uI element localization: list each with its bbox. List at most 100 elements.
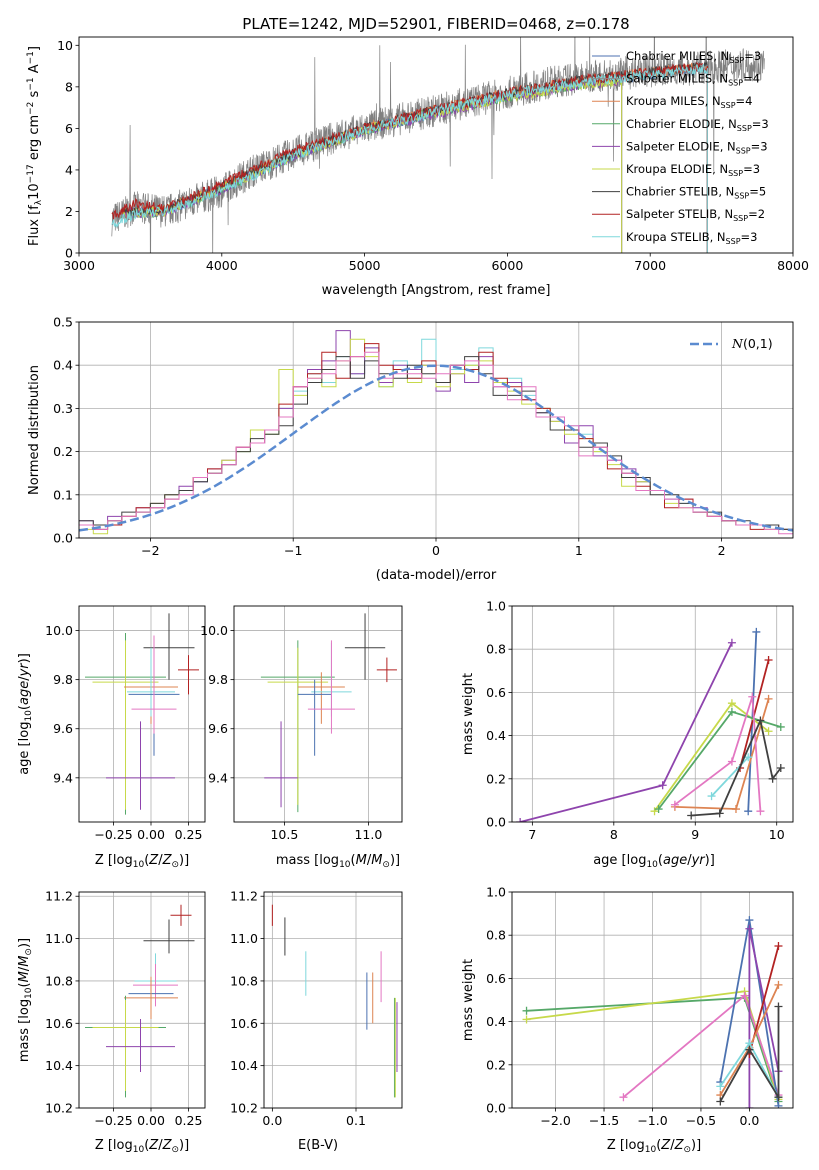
y-tick-label: 0.2 xyxy=(486,771,506,786)
axes-frame xyxy=(233,605,403,823)
weight-point xyxy=(774,1002,783,1011)
x-tick-label: 8000 xyxy=(777,258,809,273)
y-tick-label: 10 xyxy=(57,38,73,53)
axes-frame xyxy=(511,891,794,1109)
y-tick-label: 0.0 xyxy=(486,1101,506,1116)
weight-point xyxy=(745,916,754,925)
weight-point xyxy=(776,764,785,772)
y-tick-label: 9.4 xyxy=(53,770,73,785)
y-tick-label: 11.0 xyxy=(230,931,258,946)
weight-point xyxy=(776,722,785,731)
weight-line xyxy=(674,696,762,812)
weight-point xyxy=(764,694,773,703)
plot-area xyxy=(260,613,397,813)
axes-frame xyxy=(511,605,794,823)
spectrum-x-axis-label: wavelength [Angstrom, rest frame] xyxy=(322,283,551,298)
y-tick-label: 0.4 xyxy=(53,358,73,373)
y-tick-label: 10.0 xyxy=(200,623,228,638)
plot-area xyxy=(85,904,195,1098)
y-tick-label: 0.3 xyxy=(53,401,73,416)
weight-point xyxy=(707,792,716,801)
y-tick-label: 0.6 xyxy=(486,971,506,986)
plot-area xyxy=(522,916,783,1108)
weight-point xyxy=(522,1006,531,1015)
y-tick-label: 2 xyxy=(65,204,73,219)
plot-area xyxy=(271,904,398,1098)
figure-title: PLATE=1242, MJD=52901, FIBERID=0468, z=0… xyxy=(242,15,629,33)
y-tick-label: 0.5 xyxy=(53,315,73,330)
weight-point xyxy=(740,991,749,1000)
weight-line xyxy=(519,642,733,822)
y-tick-label: 9.6 xyxy=(53,721,73,736)
age-weight-y-axis-label: mass weight xyxy=(461,673,476,755)
y-tick-label: 4 xyxy=(65,162,73,177)
weight-point xyxy=(687,811,696,820)
x-tick-label: 0.00 xyxy=(137,827,165,842)
weight-point xyxy=(716,1082,725,1091)
y-tick-label: 0.2 xyxy=(486,1057,506,1072)
weight-point xyxy=(727,638,736,647)
mass-age-panel: 10.5 11.0 9.4 9.6 9.8 10.0 xyxy=(200,605,403,842)
z-weight-y-axis-label: mass weight xyxy=(461,959,476,1041)
y-tick-label: 10.4 xyxy=(45,1058,73,1073)
x-tick-label: 0.0 xyxy=(739,1113,759,1128)
weight-point xyxy=(756,807,765,816)
legend-label: Chabrier MILES, NSSP=3 xyxy=(626,49,761,65)
weight-point xyxy=(752,627,761,636)
plot-area xyxy=(516,627,785,822)
z-age-y-axis-label: age [log10(age/yr)] xyxy=(17,653,34,775)
x-tick-label: −1.0 xyxy=(637,1113,667,1128)
age-weight-panel: 7 8 9 10 0.0 0.2 0.4 0.6 0.8 1.0 xyxy=(486,599,794,842)
plot-area xyxy=(85,613,199,815)
plot-area xyxy=(111,37,765,253)
z-mass-y-axis-label: mass [log10(M/M⊙)] xyxy=(17,938,34,1062)
x-tick-label: 10.5 xyxy=(270,827,298,842)
y-tick-label: 11.2 xyxy=(230,889,258,904)
x-tick-label: 5000 xyxy=(349,258,381,273)
x-tick-label: 0 xyxy=(432,543,440,558)
x-tick-label: 0.1 xyxy=(346,1113,366,1128)
ebv-mass-x-axis-label: E(B-V) xyxy=(298,1138,338,1153)
weight-point xyxy=(619,1093,628,1102)
ebv-mass-panel: 0.0 0.1 10.2 10.4 10.6 10.8 11.0 11.2 xyxy=(230,889,403,1128)
y-tick-label: 10.0 xyxy=(45,623,73,638)
residual-y-axis-label: Normed distribution xyxy=(27,365,42,495)
weight-point xyxy=(522,1015,531,1024)
y-tick-label: 11.2 xyxy=(45,889,73,904)
legend-label: Salpeter MILES, NSSP=4 xyxy=(626,72,760,88)
weight-point xyxy=(658,781,667,790)
weight-point xyxy=(727,699,736,708)
x-tick-label: 2 xyxy=(718,543,726,558)
weight-point xyxy=(745,924,754,933)
residual-x-axis-label: (data-model)/error xyxy=(376,568,497,583)
histogram-series xyxy=(79,351,793,538)
residual-histogram-panel: −2 −1 0 1 2 0.0 0.1 0.2 0.3 0.4 0.5 N(0,1) xyxy=(53,315,794,558)
z-age-panel: −0.25 0.00 0.25 9.4 9.6 9.8 10.0 xyxy=(45,605,206,842)
y-tick-label: 8 xyxy=(65,79,73,94)
legend-label: N(0,1) xyxy=(731,336,773,351)
y-tick-label: 9.4 xyxy=(208,770,228,785)
weight-point xyxy=(774,980,783,989)
y-tick-label: 0.0 xyxy=(486,815,506,830)
z-mass-panel: −0.25 0.00 0.25 10.2 10.4 10.6 10.8 11.0 11.2 xyxy=(45,889,206,1128)
x-tick-label: −0.5 xyxy=(686,1113,716,1128)
legend-label: Chabrier STELIB, NSSP=5 xyxy=(626,185,766,201)
y-tick-label: 0.2 xyxy=(53,444,73,459)
x-tick-label: 7 xyxy=(528,827,536,842)
y-tick-label: 0.6 xyxy=(486,685,506,700)
y-tick-label: 10.2 xyxy=(230,1101,258,1116)
legend-label: Salpeter STELIB, NSSP=2 xyxy=(626,207,765,223)
x-tick-label: 6000 xyxy=(491,258,523,273)
legend-label: Kroupa STELIB, NSSP=3 xyxy=(626,230,757,246)
weight-line xyxy=(719,1006,780,1102)
y-tick-label: 0 xyxy=(65,246,73,261)
weight-line xyxy=(691,717,782,817)
weight-point xyxy=(744,753,753,762)
y-tick-label: 1.0 xyxy=(486,885,506,900)
z-weight-panel: −2.0 −1.5 −1.0 −0.5 0.0 0.0 0.2 0.4 0.6 0.8 1.0 xyxy=(486,885,794,1128)
y-tick-label: 0.1 xyxy=(53,487,73,502)
weight-point xyxy=(764,656,773,664)
x-tick-label: −1 xyxy=(284,543,302,558)
z-mass-x-axis-label: Z [log10(Z/Z⊙)] xyxy=(95,1138,189,1155)
